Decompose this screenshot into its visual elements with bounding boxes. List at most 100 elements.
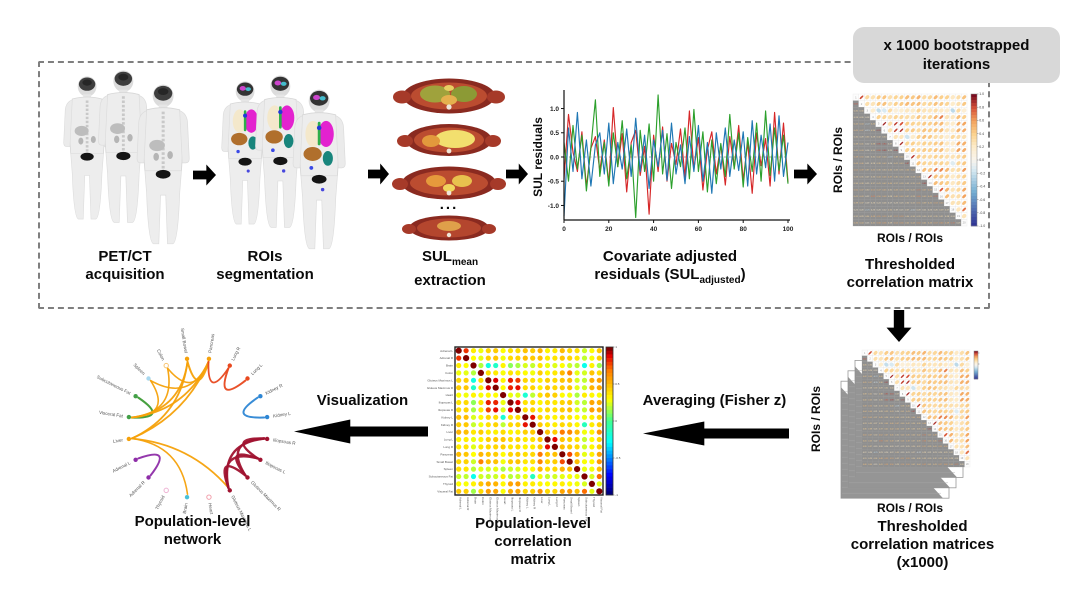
svg-text:0.25: 0.25 bbox=[906, 446, 910, 448]
svg-text:0.34: 0.34 bbox=[865, 216, 870, 218]
svg-text:Spleen: Spleen bbox=[577, 497, 581, 507]
svg-text:0.31: 0.31 bbox=[863, 458, 867, 460]
svg-text:16: 16 bbox=[940, 194, 944, 198]
svg-text:Adrenal L: Adrenal L bbox=[112, 460, 132, 474]
svg-text:0.29: 0.29 bbox=[939, 209, 944, 211]
svg-text:0.91: 0.91 bbox=[877, 130, 882, 132]
svg-text:Lung L: Lung L bbox=[444, 438, 454, 442]
svg-text:0.72: 0.72 bbox=[951, 222, 956, 224]
svg-text:Kidney R: Kidney R bbox=[441, 423, 454, 427]
svg-text:-0.22: -0.22 bbox=[873, 376, 877, 378]
svg-text:0.70: 0.70 bbox=[922, 435, 926, 437]
svg-text:0.41: 0.41 bbox=[922, 222, 927, 224]
svg-text:1.0: 1.0 bbox=[979, 92, 984, 96]
svg-text:0.43: 0.43 bbox=[890, 411, 894, 413]
svg-text:0.16: 0.16 bbox=[865, 150, 870, 152]
svg-text:0.31: 0.31 bbox=[854, 216, 859, 218]
svg-text:0.27: 0.27 bbox=[888, 143, 893, 145]
svg-text:0.41: 0.41 bbox=[894, 163, 899, 165]
svg-text:0.36: 0.36 bbox=[911, 423, 915, 425]
svg-text:-0.8: -0.8 bbox=[979, 211, 985, 215]
svg-text:0.20: 0.20 bbox=[888, 163, 893, 165]
svg-text:Visceral Fat: Visceral Fat bbox=[599, 497, 603, 513]
svg-text:0.50: 0.50 bbox=[868, 405, 872, 407]
svg-text:0.35: 0.35 bbox=[859, 176, 864, 178]
svg-text:0.45: 0.45 bbox=[890, 435, 894, 437]
svg-text:5: 5 bbox=[886, 375, 888, 378]
svg-text:0.35: 0.35 bbox=[888, 209, 893, 211]
svg-text:0.19: 0.19 bbox=[894, 209, 899, 211]
svg-text:5: 5 bbox=[878, 122, 880, 126]
svg-text:0.38: 0.38 bbox=[917, 423, 921, 425]
svg-text:0.43: 0.43 bbox=[928, 222, 933, 224]
pop-matrix-label-line3: matrix bbox=[510, 551, 556, 568]
svg-text:0.27: 0.27 bbox=[911, 452, 915, 454]
svg-text:0.17: 0.17 bbox=[888, 203, 893, 205]
svg-text:0.53: 0.53 bbox=[890, 458, 894, 460]
svg-text:0.43: 0.43 bbox=[928, 440, 932, 442]
svg-text:0.78: 0.78 bbox=[934, 196, 939, 198]
svg-text:0.41: 0.41 bbox=[877, 183, 882, 185]
svg-text:0.56: 0.56 bbox=[899, 222, 904, 224]
svg-text:Subcutaneous Fat: Subcutaneous Fat bbox=[96, 374, 132, 396]
svg-text:6: 6 bbox=[884, 128, 886, 132]
svg-text:19: 19 bbox=[961, 457, 964, 460]
svg-text:0.57: 0.57 bbox=[934, 222, 939, 224]
svg-text:-0.22: -0.22 bbox=[865, 123, 871, 125]
svg-text:0.35: 0.35 bbox=[899, 170, 904, 172]
svg-text:0.80: 0.80 bbox=[884, 399, 888, 401]
svg-text:0.45: 0.45 bbox=[879, 417, 883, 419]
svg-text:0.22: 0.22 bbox=[854, 209, 859, 211]
svg-text:0.27: 0.27 bbox=[949, 452, 953, 454]
svg-text:0.90: 0.90 bbox=[894, 150, 899, 152]
svg-text:0.29: 0.29 bbox=[859, 216, 864, 218]
svg-text:Thyroid: Thyroid bbox=[154, 494, 166, 510]
svg-text:0.32: 0.32 bbox=[933, 458, 937, 460]
svg-text:0.34: 0.34 bbox=[874, 458, 878, 460]
svg-text:0.35: 0.35 bbox=[917, 429, 921, 431]
petct-label-line1: PET/CT bbox=[98, 248, 152, 265]
svg-text:0.43: 0.43 bbox=[882, 163, 887, 165]
sul-label-acronym: SUL bbox=[421, 248, 452, 265]
svg-text:0.28: 0.28 bbox=[879, 411, 883, 413]
svg-text:7: 7 bbox=[896, 387, 898, 390]
svg-text:20: 20 bbox=[966, 463, 969, 466]
svg-text:0.44: 0.44 bbox=[877, 176, 882, 178]
svg-text:0.45: 0.45 bbox=[922, 429, 926, 431]
svg-text:0.35: 0.35 bbox=[906, 417, 910, 419]
svg-text:-0.12: -0.12 bbox=[910, 209, 916, 211]
svg-text:0.51: 0.51 bbox=[916, 203, 921, 205]
svg-text:0.37: 0.37 bbox=[911, 440, 915, 442]
svg-text:0.56: 0.56 bbox=[890, 464, 894, 466]
svg-text:0.55: 0.55 bbox=[884, 458, 888, 460]
svg-text:0.24: 0.24 bbox=[874, 405, 878, 407]
note-line1: x 1000 bootstrapped bbox=[883, 37, 1030, 54]
svg-text:Gluteus Maximus L: Gluteus Maximus L bbox=[427, 378, 453, 382]
svg-text:0.37: 0.37 bbox=[859, 203, 864, 205]
svg-text:0: 0 bbox=[562, 226, 566, 233]
residuals-chart: 1.0 0.5 0.0 -0.5 -1.0 0 20 40 60 80 100 SUL residua… bbox=[531, 90, 794, 233]
svg-text:0.39: 0.39 bbox=[877, 163, 882, 165]
svg-text:0.49: 0.49 bbox=[859, 170, 864, 172]
averaging-arrow bbox=[643, 421, 789, 446]
svg-text:0.53: 0.53 bbox=[934, 203, 939, 205]
svg-text:0.48: 0.48 bbox=[916, 176, 921, 178]
svg-text:Pancreas: Pancreas bbox=[207, 333, 215, 354]
svg-text:0.43: 0.43 bbox=[899, 163, 904, 165]
svg-text:Liver: Liver bbox=[540, 497, 544, 504]
svg-text:0.40: 0.40 bbox=[863, 399, 867, 401]
svg-text:0.37: 0.37 bbox=[871, 183, 876, 185]
svg-text:0.33: 0.33 bbox=[863, 423, 867, 425]
pop-matrix-label-line1: Population-level bbox=[475, 515, 591, 532]
svg-text:0.41: 0.41 bbox=[868, 394, 872, 396]
svg-text:0.40: 0.40 bbox=[911, 435, 915, 437]
svg-text:0.60: 0.60 bbox=[944, 464, 948, 466]
svg-text:0.45: 0.45 bbox=[928, 196, 933, 198]
svg-text:16: 16 bbox=[944, 440, 947, 443]
svg-text:0.23: 0.23 bbox=[894, 203, 899, 205]
svg-text:0.28: 0.28 bbox=[916, 209, 921, 211]
pop-matrix-label: Population-level correlation matrix bbox=[433, 515, 633, 569]
svg-text:0.21: 0.21 bbox=[865, 163, 870, 165]
svg-text:0.50: 0.50 bbox=[944, 446, 948, 448]
svg-text:0.28: 0.28 bbox=[868, 388, 872, 390]
